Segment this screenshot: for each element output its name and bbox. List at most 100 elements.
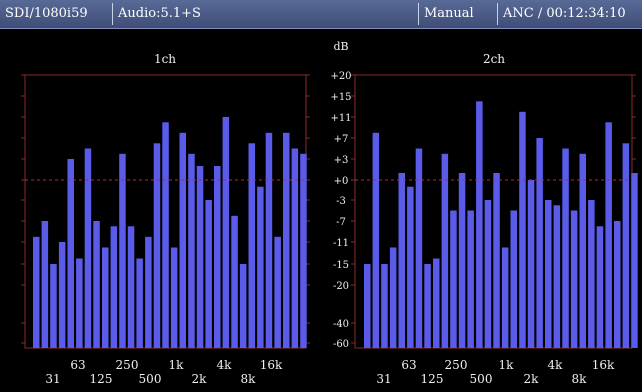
scale-label: +20 [330, 71, 351, 82]
status-separator [497, 3, 498, 25]
scale-label: +15 [330, 92, 351, 103]
spectrum-bar [67, 159, 74, 348]
freq-tick-label: 500 [470, 372, 493, 386]
channel-title: 2ch [483, 52, 505, 66]
status-separator [112, 3, 113, 25]
spectrum-bar [562, 148, 569, 348]
spectrum-bar [424, 264, 431, 348]
scale-label: -60 [333, 339, 349, 350]
spectrum-bar [476, 101, 483, 349]
spectrum-bar [501, 247, 509, 348]
freq-tick-label: 63 [70, 358, 85, 372]
spectrum-bar [458, 173, 466, 348]
status-separator [418, 3, 419, 25]
spectrum-bar [300, 153, 307, 349]
spectrum-bar [536, 138, 543, 348]
scale-label: +11 [330, 113, 351, 124]
spectrum-bar [415, 148, 423, 348]
spectrum-bar [93, 221, 100, 348]
spectrum-bar [153, 143, 161, 349]
spectrum-bar [162, 122, 169, 349]
spectrum-bar [588, 200, 595, 348]
spectrum-bar [605, 122, 612, 349]
spectrum-bar [527, 180, 535, 348]
spectrum-bar [205, 200, 212, 348]
spectrum-bar [450, 210, 457, 348]
scale-label: -3 [336, 196, 346, 207]
spectrum-bar [188, 153, 195, 349]
freq-tick-label: 125 [90, 372, 113, 386]
spectrum-bar [231, 215, 238, 349]
freq-tick-label: 16k [592, 358, 615, 372]
spectrum-bar [372, 132, 380, 349]
db-axis-label: dB [333, 40, 348, 53]
spectrum-bar [519, 111, 526, 349]
freq-tick-label: 2k [524, 372, 540, 386]
spectrum-bar [50, 264, 57, 348]
spectrum-bar [58, 242, 66, 348]
freq-tick-label: 1k [169, 358, 185, 372]
spectrum-bar [33, 236, 40, 349]
spectrum-bar [283, 132, 290, 349]
freq-tick-label: 31 [45, 372, 60, 386]
spectrum-bar [257, 186, 264, 348]
freq-tick-label: 2k [192, 372, 208, 386]
channel-title: 1ch [154, 52, 176, 66]
spectrum-bar [41, 221, 49, 348]
freq-tick-label: 63 [401, 358, 416, 372]
spectrum-bar [291, 148, 299, 348]
spectrum-bar [631, 173, 638, 348]
spectrum-bar [433, 258, 440, 348]
spectrum-bar [179, 132, 186, 349]
spectrum-bar [170, 247, 178, 348]
anc-timecode-label: ANC / 00:12:34:10 [503, 6, 626, 21]
spectrum-bar [407, 186, 414, 348]
spectrum-bar [441, 153, 449, 349]
spectrum-bar [389, 247, 397, 348]
freq-tick-label: 4k [548, 358, 564, 372]
spectrum-bar [239, 264, 247, 348]
spectrum-bar [570, 210, 578, 348]
freq-tick-label: 31 [376, 372, 391, 386]
freq-tick-label: 8k [241, 372, 257, 386]
scale-label: -15 [333, 260, 349, 271]
spectrum-bar [76, 258, 83, 348]
spectrum-bar [222, 117, 230, 348]
spectrum-bar [364, 264, 371, 348]
spectrum-bar [545, 200, 552, 348]
spectrum-bar [119, 153, 126, 349]
spectrum-bar [102, 247, 109, 348]
scale-label: -20 [333, 281, 349, 292]
spectrum-bar [398, 173, 405, 348]
spectrum-bar [579, 153, 586, 349]
spectrum-bar [274, 236, 281, 349]
status-bar: SDI/1080i59 Audio:5.1+S Manual ANC / 00:… [0, 0, 642, 29]
spectrum-bar [614, 221, 621, 348]
spectrum-bar [467, 210, 474, 348]
spectrum-bar [196, 166, 204, 348]
spectrum-bar [248, 143, 255, 349]
scale-label: -11 [333, 238, 349, 249]
spectrum-bar [622, 143, 630, 349]
manual-mode-label: Manual [424, 6, 474, 21]
spectrum-bar [84, 148, 92, 348]
spectrum-bar [484, 200, 492, 348]
spectrum-bar [214, 166, 221, 348]
freq-tick-label: 16k [260, 358, 283, 372]
scale-label: +3 [334, 155, 349, 166]
freq-tick-label: 8k [572, 372, 588, 386]
freq-tick-label: 250 [116, 358, 139, 372]
spectrum-bar [510, 210, 517, 348]
spectrum-bar [136, 258, 143, 348]
spectrum-bar [145, 236, 152, 349]
scale-label: -7 [336, 217, 346, 228]
freq-tick-label: 125 [421, 372, 444, 386]
scale-label: +0 [334, 176, 349, 187]
video-format-label: SDI/1080i59 [5, 6, 88, 21]
spectrum-bar [110, 226, 118, 349]
spectrum-bar [596, 226, 604, 349]
scale-label: -40 [333, 319, 349, 330]
freq-tick-label: 1k [499, 358, 515, 372]
spectrum-analyzer: 1ch 63 250 1k 4k 16k 31 125 500 2k 8k 2ch 63 250 1k 4k 1… [21, 40, 638, 386]
audio-mode-label: Audio:5.1+S [118, 6, 201, 21]
